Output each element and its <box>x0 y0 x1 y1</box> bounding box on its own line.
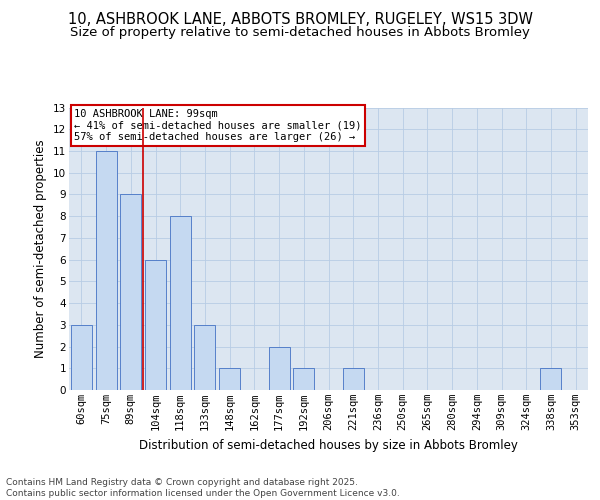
Y-axis label: Number of semi-detached properties: Number of semi-detached properties <box>34 140 47 358</box>
Bar <box>95 151 116 390</box>
Text: 10 ASHBROOK LANE: 99sqm
← 41% of semi-detached houses are smaller (19)
57% of se: 10 ASHBROOK LANE: 99sqm ← 41% of semi-de… <box>74 109 362 142</box>
Bar <box>194 325 215 390</box>
Text: 10, ASHBROOK LANE, ABBOTS BROMLEY, RUGELEY, WS15 3DW: 10, ASHBROOK LANE, ABBOTS BROMLEY, RUGEL… <box>67 12 533 28</box>
Bar <box>293 368 314 390</box>
Bar <box>219 368 240 390</box>
Bar <box>145 260 166 390</box>
Bar <box>269 346 290 390</box>
Bar <box>343 368 364 390</box>
Bar <box>71 325 92 390</box>
X-axis label: Distribution of semi-detached houses by size in Abbots Bromley: Distribution of semi-detached houses by … <box>139 438 518 452</box>
Bar <box>120 194 141 390</box>
Bar <box>170 216 191 390</box>
Text: Contains HM Land Registry data © Crown copyright and database right 2025.
Contai: Contains HM Land Registry data © Crown c… <box>6 478 400 498</box>
Bar <box>541 368 562 390</box>
Text: Size of property relative to semi-detached houses in Abbots Bromley: Size of property relative to semi-detach… <box>70 26 530 39</box>
